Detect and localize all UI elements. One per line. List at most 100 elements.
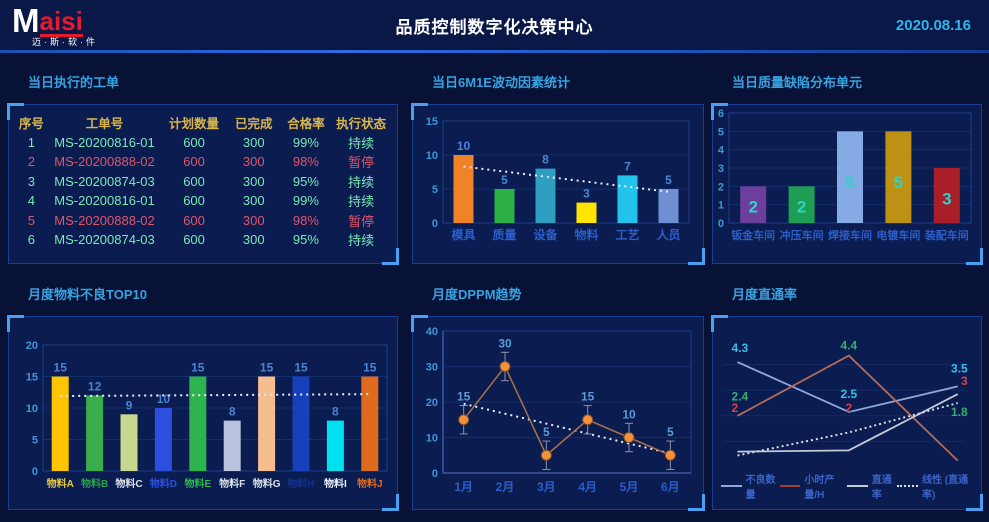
- trend-line: [60, 393, 370, 398]
- panel-frame: 0 5 10 15 20 15 物料A 12 物料B 9 物料C 10 物料D 15 物料E 8 物料F 15 物料…: [7, 315, 399, 511]
- category-label: 物料H: [287, 477, 314, 490]
- category-label: 电镀车间: [876, 228, 920, 242]
- y-tick-label: 0: [432, 468, 438, 480]
- corner-accent-icon: [411, 315, 428, 332]
- bar-chart-top10: 0 5 10 15 20 15 物料A 12 物料B 9 物料C 10 物料D 15 物料E 8 物料F 15 物料…: [9, 317, 397, 509]
- data-point: [664, 449, 676, 461]
- trend-line: [463, 165, 669, 193]
- table-row: 2 MS-20200888-02 600 300 98% 暂停: [15, 152, 391, 172]
- table-cell: 暂停: [348, 155, 375, 171]
- corner-accent-icon: [382, 248, 399, 265]
- point-value-label: 5: [667, 425, 674, 439]
- top10-svg: 0 5 10 15 20 15 物料A 12 物料B 9 物料C 10 物料D 15 物料E 8 物料F 15 物料…: [26, 340, 388, 490]
- panel-frame: 序号 工单号 计划数量 已完成 合格率 执行状态 1 MS-20200816-01 600 300…: [7, 103, 399, 265]
- bar-value-label: 10: [457, 139, 471, 153]
- table-cell: 95%: [292, 232, 319, 248]
- category-label: 物料D: [150, 477, 177, 490]
- table-cell: 600: [183, 212, 205, 228]
- table-cell: MS-20200888-02: [54, 154, 155, 170]
- corner-accent-icon: [966, 494, 983, 511]
- plot-border: [42, 344, 388, 472]
- bar-value-label: 2: [748, 198, 757, 217]
- point-value-label: 4.3: [732, 341, 749, 355]
- bar: [223, 420, 241, 471]
- table-cell: 300: [242, 134, 265, 150]
- bar: [885, 131, 912, 223]
- trend-line: [463, 402, 671, 455]
- point-value-label: 3: [961, 374, 968, 388]
- y-tick-label: 10: [26, 403, 38, 415]
- bar: [292, 376, 310, 471]
- table-cell: 300: [242, 193, 265, 209]
- column-header: 已完成: [234, 117, 273, 132]
- panel-first-pass-yield: 月度直通率 4.3 2.4 2 4.4 2.5 2 3.5 3 1.8 不良数量 小时产量/H 直通…: [711, 272, 983, 516]
- legend-label: 线性 (直通率): [921, 475, 969, 501]
- y-tick-label: 15: [426, 116, 438, 128]
- table-row: 5 MS-20200888-02 600 300 98% 暂停: [15, 211, 391, 231]
- bar-value-label: 8: [542, 153, 549, 167]
- bar-value-label: 15: [294, 361, 308, 375]
- table-cell: 1: [27, 134, 36, 150]
- defects-svg: 0 1 2 3 4 5 6 2 钣金车间 2 冲压车间 5 焊接车间 5 电镀车间 3 装配车间: [718, 108, 972, 242]
- y-tick-label: 5: [432, 184, 438, 196]
- legend-label: 不良数量: [745, 475, 776, 501]
- bar: [453, 155, 474, 223]
- category-label: 3月: [537, 480, 556, 494]
- legend-item: 线性 (直通率): [897, 471, 973, 501]
- category-label: 物料F: [219, 477, 245, 490]
- table-cell: 600: [183, 193, 205, 209]
- bar: [535, 168, 556, 223]
- category-label: 5月: [620, 480, 639, 494]
- bar: [576, 202, 597, 223]
- bar-value-label: 15: [363, 361, 377, 375]
- app-header: M aisi 迈·斯·软·件 品质控制数字化决策中心 2020.08.16: [0, 0, 989, 50]
- table-cell: 暂停: [348, 213, 375, 229]
- y-tick-label: 15: [26, 372, 38, 384]
- legend-item: 不良数量: [721, 471, 780, 501]
- category-label: 物料G: [253, 477, 281, 490]
- table-cell: 99%: [292, 193, 319, 209]
- category-label: 1月: [454, 480, 473, 494]
- point-value-label: 2.5: [840, 387, 857, 401]
- table-cell: 3: [27, 173, 36, 189]
- logo-subtitle: 迈·斯·软·件: [32, 36, 98, 47]
- multi-line-chart-fpy: 4.3 2.4 2 4.4 2.5 2 3.5 3 1.8: [713, 317, 981, 509]
- bar-chart-6m1e: 0 5 10 15 10 模具 5 质量 8 设备 3 物料 7 工艺 5 人员: [413, 105, 703, 263]
- corner-accent-icon: [411, 103, 428, 120]
- bar-value-label: 3: [583, 187, 590, 201]
- line-chart-dppm: 0 10 20 30 40 15 1月 30 2月 5 3月 15 4月 10 5月 5 6月: [413, 317, 703, 509]
- bar-value-label: 12: [88, 379, 102, 393]
- legend-item: 小时产量/H: [779, 471, 847, 501]
- series-line: [737, 354, 959, 462]
- point-value-label: 2: [732, 401, 739, 415]
- bar: [658, 189, 679, 223]
- table-cell: 98%: [292, 212, 319, 228]
- page-title: 品质控制数字化决策中心: [395, 17, 594, 37]
- work-orders-table: 序号 工单号 计划数量 已完成 合格率 执行状态 1 MS-20200816-01 600 300…: [9, 105, 397, 250]
- data-point: [499, 361, 511, 372]
- bar-value-label: 8: [332, 405, 339, 419]
- legend-label: 小时产量/H: [804, 475, 835, 501]
- bar: [258, 376, 276, 471]
- bar: [361, 376, 379, 471]
- panel-frame: 0 5 10 15 10 模具 5 质量 8 设备 3 物料 7 工艺 5 人员: [411, 103, 705, 265]
- point-value-label: 2: [845, 401, 852, 415]
- point-value-label: 1.8: [951, 405, 968, 419]
- table-cell: 600: [183, 134, 205, 150]
- bar: [86, 395, 104, 471]
- legend-label: 直通率: [871, 475, 892, 501]
- bar-value-label: 15: [260, 361, 274, 375]
- category-label: 设备: [533, 227, 558, 242]
- legend-item: 直通率: [847, 471, 897, 501]
- panel-frame: 4.3 2.4 2 4.4 2.5 2 3.5 3 1.8 不良数量 小时产量/H 直通率 线性 (直…: [711, 315, 983, 511]
- panel-title: 月度直通率: [732, 287, 798, 302]
- series-line: [737, 361, 958, 413]
- bar-value-label: 5: [501, 173, 508, 187]
- panel-material-top10: 月度物料不良TOP10 0 5 10 15 20 15 物料A 12 物料B 9 物料C 10 物料D 1…: [7, 272, 399, 516]
- y-tick-label: 5: [718, 126, 724, 138]
- legend-swatch-icon: [897, 485, 918, 487]
- bar-value-label: 8: [229, 405, 236, 419]
- bar: [51, 376, 69, 471]
- bar-value-label: 7: [624, 159, 631, 173]
- table-cell: 持续: [348, 174, 375, 190]
